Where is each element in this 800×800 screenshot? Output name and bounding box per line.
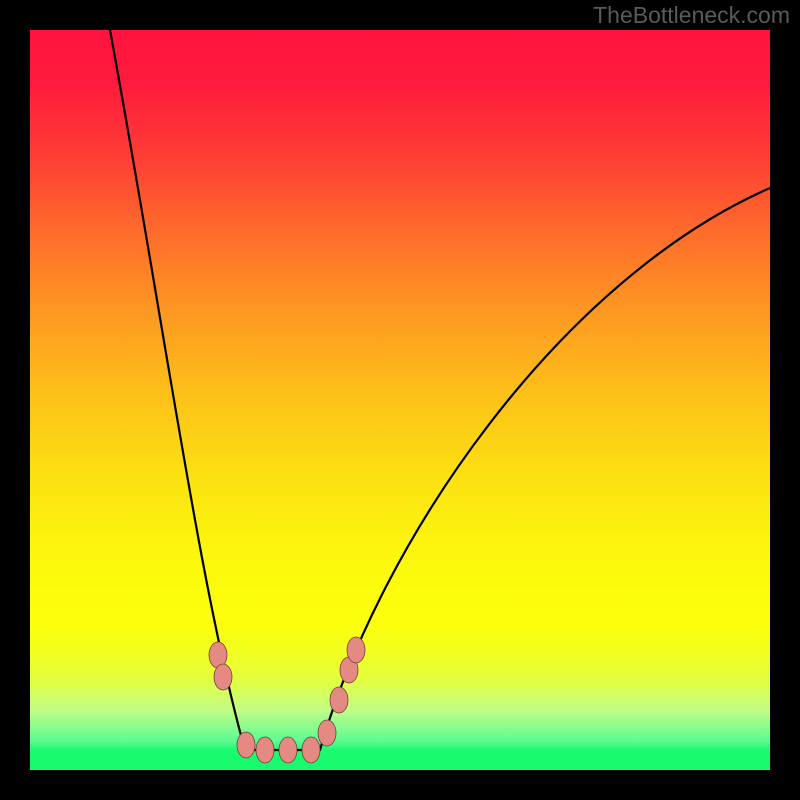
curve-marker bbox=[318, 720, 336, 746]
curve-marker bbox=[330, 687, 348, 713]
chart-background bbox=[30, 30, 770, 770]
watermark-text: TheBottleneck.com bbox=[593, 2, 790, 29]
curve-marker bbox=[214, 664, 232, 690]
curve-marker bbox=[256, 737, 274, 763]
curve-marker bbox=[302, 737, 320, 763]
curve-marker bbox=[347, 637, 365, 663]
curve-marker bbox=[279, 737, 297, 763]
curve-marker bbox=[237, 732, 255, 758]
bottleneck-chart bbox=[0, 0, 800, 800]
